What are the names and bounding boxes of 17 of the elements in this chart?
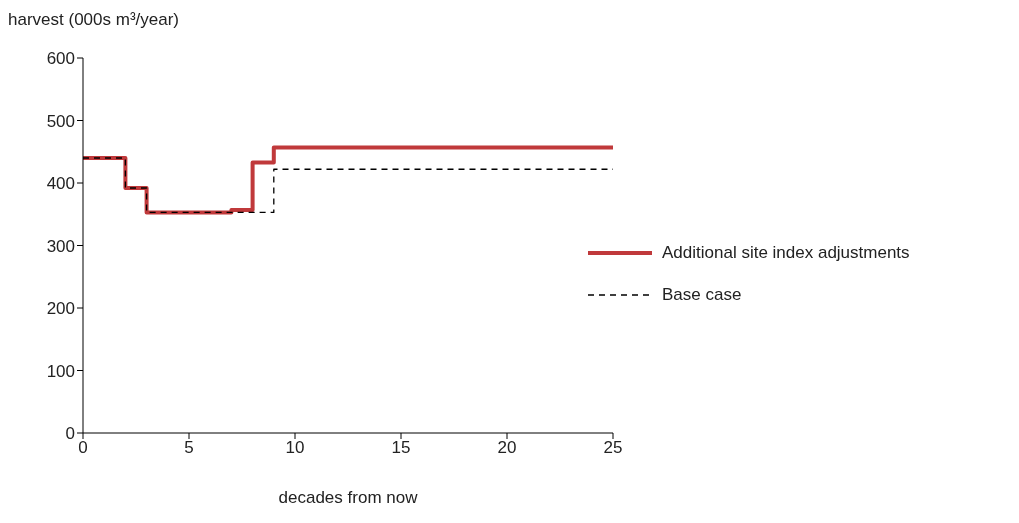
x-tick-label: 15	[391, 438, 411, 458]
y-tick-label: 0	[65, 424, 75, 444]
legend-label: Base case	[662, 285, 742, 305]
x-tick-label: 5	[184, 438, 194, 458]
y-tick-label: 400	[46, 174, 75, 194]
y-tick-label: 600	[46, 49, 75, 69]
y-tick-label: 200	[46, 299, 75, 319]
x-tick-label: 20	[497, 438, 517, 458]
y-tick-label: 100	[46, 361, 75, 381]
x-tick-label: 25	[603, 438, 623, 458]
x-axis-title: decades from now	[278, 488, 419, 507]
y-tick-label: 500	[46, 111, 75, 131]
x-tick-label: 0	[78, 438, 88, 458]
y-tick-label: 300	[46, 236, 75, 256]
x-tick-label: 10	[285, 438, 305, 458]
y-axis-title: harvest (000s m³/year)	[8, 10, 179, 30]
legend-label: Additional site index adjustments	[662, 243, 910, 263]
